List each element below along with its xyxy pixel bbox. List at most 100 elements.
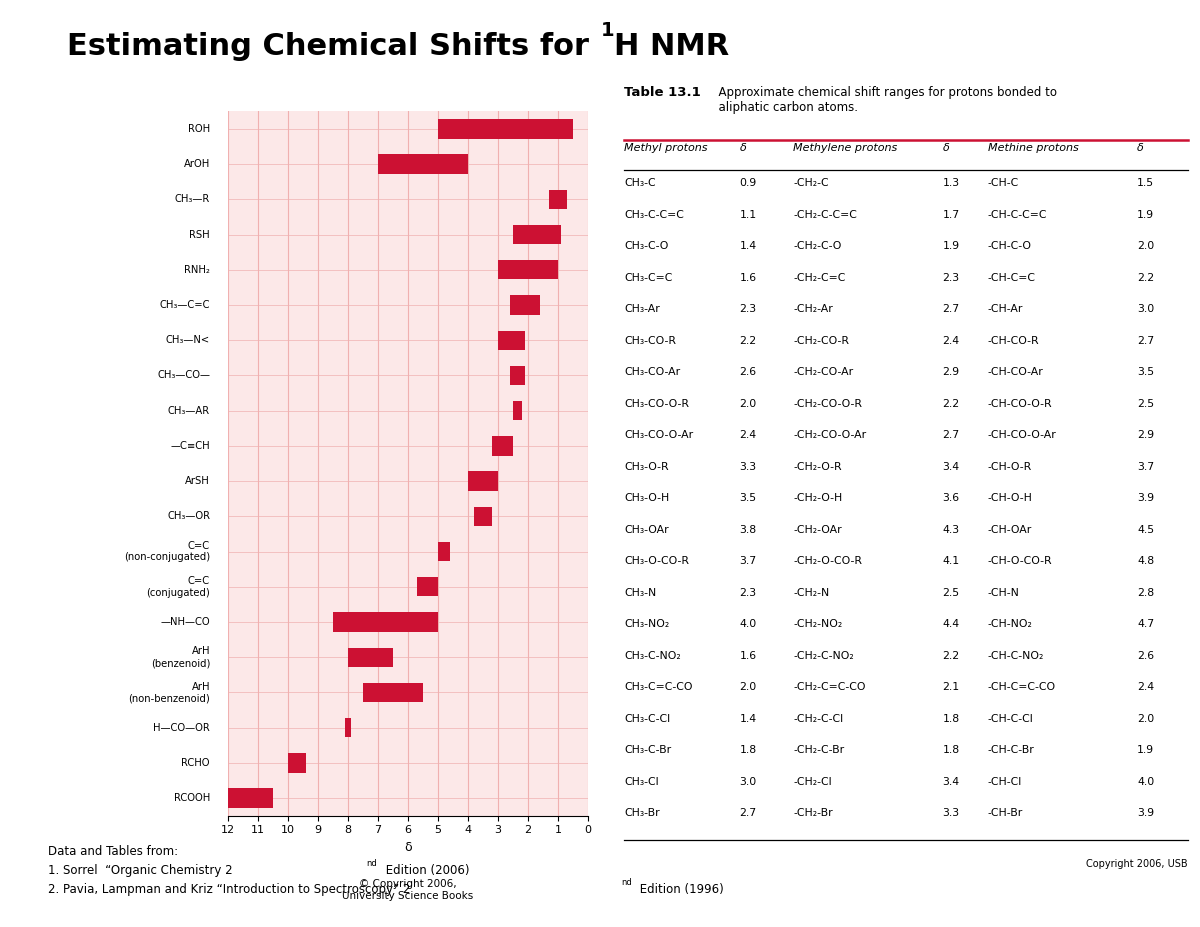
Text: CH₃—AR: CH₃—AR xyxy=(168,406,210,415)
Text: -CH-C-NO₂: -CH-C-NO₂ xyxy=(988,651,1044,661)
Text: 2.2: 2.2 xyxy=(739,336,757,346)
Text: 1.1: 1.1 xyxy=(739,210,757,220)
Text: C=C
(conjugated): C=C (conjugated) xyxy=(146,576,210,598)
Text: -CH₂-Cl: -CH₂-Cl xyxy=(793,777,832,787)
Text: -CH-C=C-CO: -CH-C=C-CO xyxy=(988,682,1056,692)
Text: 2.3: 2.3 xyxy=(739,588,757,598)
Text: C=C
(non-conjugated): C=C (non-conjugated) xyxy=(124,540,210,563)
Text: -CH₂-N: -CH₂-N xyxy=(793,588,829,598)
Text: ArH
(benzenoid): ArH (benzenoid) xyxy=(151,646,210,668)
Text: 2.5: 2.5 xyxy=(943,588,960,598)
Text: CH₃—OR: CH₃—OR xyxy=(167,512,210,521)
Text: 3.9: 3.9 xyxy=(1138,493,1154,503)
Bar xyxy=(438,542,450,561)
Text: 1: 1 xyxy=(600,21,614,40)
Text: -CH₂-NO₂: -CH₂-NO₂ xyxy=(793,619,842,629)
Text: 3.4: 3.4 xyxy=(943,777,960,787)
Text: RSH: RSH xyxy=(190,230,210,239)
Text: -CH₂-C-Br: -CH₂-C-Br xyxy=(793,745,845,756)
Text: ArOH: ArOH xyxy=(184,159,210,169)
Text: -CH-O-CO-R: -CH-O-CO-R xyxy=(988,556,1052,566)
Text: 2.7: 2.7 xyxy=(739,808,757,819)
Text: -CH-C-O: -CH-C-O xyxy=(988,241,1032,251)
Text: CH₃-C=C-CO: CH₃-C=C-CO xyxy=(624,682,692,692)
Text: 4.3: 4.3 xyxy=(943,525,960,535)
Text: Approximate chemical shift ranges for protons bonded to
  aliphatic carbon atoms: Approximate chemical shift ranges for pr… xyxy=(712,85,1057,114)
Text: 2.8: 2.8 xyxy=(1138,588,1154,598)
Text: CH₃-CO-O-R: CH₃-CO-O-R xyxy=(624,399,689,409)
Text: -CH₂-O-R: -CH₂-O-R xyxy=(793,462,842,472)
Text: —NH—CO: —NH—CO xyxy=(161,617,210,627)
Text: 3.3: 3.3 xyxy=(943,808,960,819)
Bar xyxy=(364,683,424,702)
Bar xyxy=(468,472,498,490)
Text: CH₃—N<: CH₃—N< xyxy=(166,336,210,345)
Text: CH₃-O-H: CH₃-O-H xyxy=(624,493,670,503)
Text: 2.9: 2.9 xyxy=(1138,430,1154,440)
Text: -CH-CO-R: -CH-CO-R xyxy=(988,336,1039,346)
Text: Methine protons: Methine protons xyxy=(988,144,1079,153)
Bar xyxy=(550,190,568,209)
Text: -CH-OAr: -CH-OAr xyxy=(988,525,1032,535)
Text: nd: nd xyxy=(622,878,632,887)
Text: 1.8: 1.8 xyxy=(943,714,960,724)
Text: CH₃-NO₂: CH₃-NO₂ xyxy=(624,619,670,629)
Text: 3.4: 3.4 xyxy=(943,462,960,472)
Text: -CH-Ar: -CH-Ar xyxy=(988,304,1024,314)
Text: 1.6: 1.6 xyxy=(739,273,757,283)
Text: 1.9: 1.9 xyxy=(943,241,960,251)
Text: H NMR: H NMR xyxy=(614,32,730,61)
Text: δ: δ xyxy=(1138,144,1144,153)
Text: 4.1: 4.1 xyxy=(943,556,960,566)
Text: 3.7: 3.7 xyxy=(739,556,757,566)
Text: 2. Pavia, Lampman and Kriz “Introduction to Spectroscopy” 2: 2. Pavia, Lampman and Kriz “Introduction… xyxy=(48,883,410,895)
Text: Methylene protons: Methylene protons xyxy=(793,144,898,153)
Text: CH₃-N: CH₃-N xyxy=(624,588,656,598)
Text: -CH-C-Cl: -CH-C-Cl xyxy=(988,714,1033,724)
Text: Copyright 2006, USB: Copyright 2006, USB xyxy=(1086,859,1188,869)
Text: CH₃-Ar: CH₃-Ar xyxy=(624,304,660,314)
Bar xyxy=(288,754,306,772)
Text: 2.2: 2.2 xyxy=(943,399,960,409)
Text: 2.3: 2.3 xyxy=(739,304,757,314)
Text: Edition (1996): Edition (1996) xyxy=(636,883,724,895)
Text: —C≡CH: —C≡CH xyxy=(170,441,210,451)
Text: CH₃-O-R: CH₃-O-R xyxy=(624,462,668,472)
Text: 2.0: 2.0 xyxy=(739,399,757,409)
Text: 2.0: 2.0 xyxy=(1138,241,1154,251)
Text: 4.7: 4.7 xyxy=(1138,619,1154,629)
Text: CH₃—CO—: CH₃—CO— xyxy=(157,371,210,380)
Bar xyxy=(514,401,522,420)
Bar xyxy=(510,296,540,314)
Text: RCHO: RCHO xyxy=(181,758,210,768)
Text: 1.5: 1.5 xyxy=(1138,178,1154,188)
Bar xyxy=(334,613,438,631)
Text: -CH₂-CO-O-R: -CH₂-CO-O-R xyxy=(793,399,863,409)
Text: 2.6: 2.6 xyxy=(739,367,757,377)
Bar xyxy=(346,718,352,737)
Text: 1.3: 1.3 xyxy=(943,178,960,188)
Text: CH₃—C=C: CH₃—C=C xyxy=(160,300,210,310)
Text: 2.5: 2.5 xyxy=(1138,399,1154,409)
Text: 3.7: 3.7 xyxy=(1138,462,1154,472)
Text: CH₃-CO-Ar: CH₃-CO-Ar xyxy=(624,367,680,377)
Text: CH₃-C-NO₂: CH₃-C-NO₂ xyxy=(624,651,680,661)
Text: 3.9: 3.9 xyxy=(1138,808,1154,819)
Text: CH₃—R: CH₃—R xyxy=(175,195,210,204)
Text: 1.8: 1.8 xyxy=(739,745,757,756)
Text: 4.4: 4.4 xyxy=(943,619,960,629)
Bar xyxy=(474,507,492,526)
Bar xyxy=(498,260,558,279)
Text: CH₃-O-CO-R: CH₃-O-CO-R xyxy=(624,556,689,566)
Text: 2.2: 2.2 xyxy=(1138,273,1154,283)
Text: Methyl protons: Methyl protons xyxy=(624,144,708,153)
Bar xyxy=(228,789,274,807)
Text: -CH₂-CO-Ar: -CH₂-CO-Ar xyxy=(793,367,853,377)
Text: 3.3: 3.3 xyxy=(739,462,757,472)
Text: 4.0: 4.0 xyxy=(739,619,757,629)
Text: 1.8: 1.8 xyxy=(943,745,960,756)
Text: H—CO—OR: H—CO—OR xyxy=(154,723,210,732)
Text: 0.9: 0.9 xyxy=(739,178,757,188)
Text: CH₃-C-C=C: CH₃-C-C=C xyxy=(624,210,684,220)
Text: -CH₂-CO-R: -CH₂-CO-R xyxy=(793,336,850,346)
